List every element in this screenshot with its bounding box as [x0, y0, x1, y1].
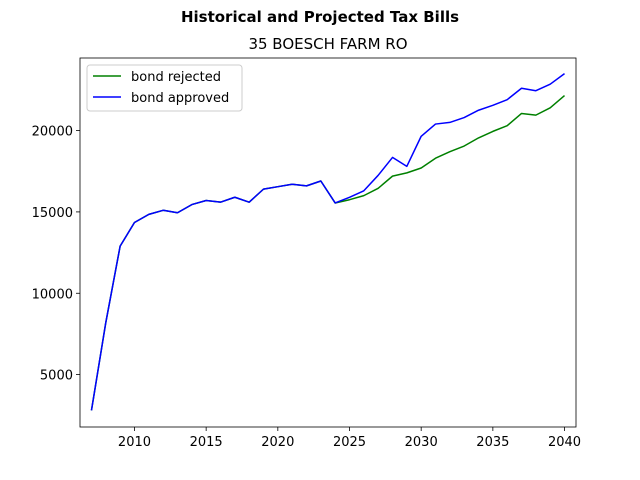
plot-frame — [79, 57, 577, 428]
legend-label-1: bond rejected — [131, 70, 221, 85]
x-tick-label: 2030 — [405, 435, 438, 450]
chart-title: Historical and Projected Tax Bills — [181, 8, 459, 26]
chart-subtitle: 35 BOESCH FARM RO — [248, 35, 407, 53]
y-tick-label: 20000 — [32, 125, 73, 140]
series-line-2 — [90, 73, 565, 411]
x-tick-label: 2015 — [190, 435, 223, 450]
x-tick-label: 2010 — [118, 435, 151, 450]
plot-area: 2010 2015 2020 2025 2030 2035 2040 5000 10000 150… — [32, 57, 581, 450]
series-line-1 — [90, 95, 566, 411]
legend-box — [86, 64, 243, 112]
y-tick-label: 15000 — [32, 206, 73, 221]
y-tick-label: 5000 — [40, 369, 73, 384]
x-tick-label: 2035 — [476, 435, 509, 450]
x-tick-label: 2020 — [261, 435, 294, 450]
legend-label-2: bond approved — [131, 91, 229, 106]
y-tick-label: 10000 — [32, 287, 73, 302]
x-tick-label: 2040 — [548, 435, 581, 450]
x-tick-label: 2025 — [333, 435, 366, 450]
